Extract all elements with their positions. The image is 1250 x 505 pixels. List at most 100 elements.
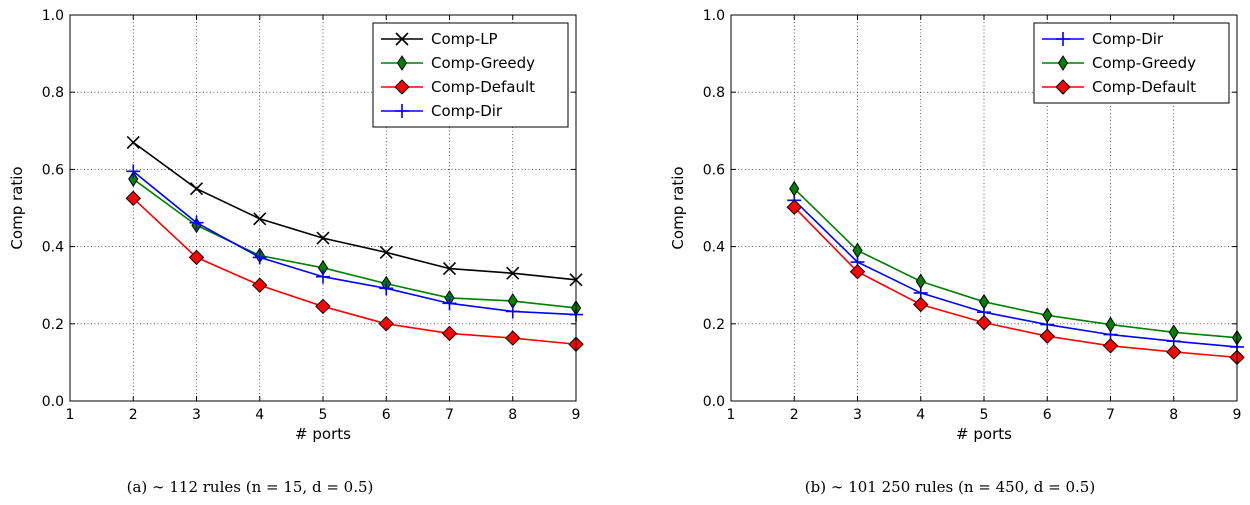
data-point <box>379 245 393 259</box>
data-point <box>505 304 520 319</box>
legend-label: Comp-Greedy <box>431 54 535 72</box>
data-point <box>915 273 926 290</box>
x-tick-label: 3 <box>853 407 862 423</box>
x-tick-label: 9 <box>572 407 581 423</box>
x-tick-label: 5 <box>980 407 989 423</box>
data-point <box>506 266 520 280</box>
data-point <box>1166 344 1182 360</box>
y-axis-label: Comp ratio <box>669 166 687 249</box>
series-line <box>793 206 1238 359</box>
data-point <box>441 325 458 342</box>
x-tick-label: 7 <box>1106 407 1115 423</box>
legend-entry: Comp-Default <box>1042 78 1196 96</box>
series-comp-default <box>125 190 584 352</box>
data-point <box>1102 338 1119 354</box>
series-comp-greedy <box>789 180 1243 346</box>
legend-label: Comp-Default <box>431 78 535 96</box>
legend-box <box>372 22 569 128</box>
legend-entry: Comp-Greedy <box>381 54 535 72</box>
legend-marker <box>1056 32 1070 46</box>
y-tick-label: 0.2 <box>703 317 725 333</box>
y-tick-label: 0.0 <box>42 394 64 410</box>
data-point <box>188 249 205 266</box>
y-tick-label: 1.0 <box>703 8 725 24</box>
data-point <box>1105 316 1116 333</box>
data-point <box>789 180 800 197</box>
figure-caption: (a) ∼ 112 rules (n = 15, d = 0.5) <box>127 478 374 496</box>
data-point <box>378 316 394 332</box>
x-tick-label: 9 <box>1233 407 1242 423</box>
series-line <box>132 178 577 309</box>
x-tick-label: 8 <box>1169 407 1178 423</box>
x-tick-label: 4 <box>916 407 925 423</box>
data-point <box>379 281 394 296</box>
chart-1: 1 2 3 4 5 6 7 8 9 0.0 0.2 0.4 0.6 0.8 1.0 # ports Comp r… <box>8 8 584 496</box>
legend-label: Comp-LP <box>431 30 498 48</box>
x-tick-label: 5 <box>319 407 328 423</box>
figure-caption: (b) ∼ 101 250 rules (n = 450, d = 0.5) <box>805 478 1095 496</box>
y-tick-label: 0.6 <box>703 162 725 178</box>
chart-2: 1 2 3 4 5 6 7 8 9 0.0 0.2 0.4 0.6 0.8 1.0 # ports Comp r… <box>669 8 1245 496</box>
x-tick-label: 2 <box>129 407 138 423</box>
legend-marker <box>394 79 410 95</box>
data-point <box>505 330 521 346</box>
data-point <box>442 262 457 276</box>
y-tick-label: 0.2 <box>42 317 64 333</box>
x-tick-label: 3 <box>192 407 201 423</box>
data-point <box>976 314 992 331</box>
series-line <box>793 199 1238 348</box>
y-tick-label: 0.6 <box>42 162 64 178</box>
legend-label: Comp-Dir <box>431 102 503 120</box>
data-point <box>786 199 802 215</box>
data-point <box>189 182 204 196</box>
x-tick-label: 1 <box>727 407 736 423</box>
legend-entry: Comp-LP <box>381 30 498 48</box>
y-tick-label: 0.4 <box>42 240 64 256</box>
y-tick-label: 0.8 <box>42 85 64 101</box>
x-tick-label: 4 <box>255 407 264 423</box>
data-point <box>253 212 267 226</box>
x-tick-label: 6 <box>382 407 391 423</box>
legend: Comp-Dir Comp-Greedy Comp-Default <box>1033 22 1230 104</box>
y-axis-label: Comp ratio <box>8 166 26 249</box>
series-line <box>793 188 1238 339</box>
data-point <box>315 298 331 315</box>
series-comp-greedy <box>128 171 582 316</box>
data-point <box>978 293 990 310</box>
data-point <box>1168 324 1179 341</box>
data-point <box>252 277 268 293</box>
series-line <box>132 197 577 346</box>
series-line <box>132 170 577 316</box>
legend-entry: Comp-Dir <box>381 102 503 120</box>
legend-entry: Comp-Greedy <box>1042 54 1196 72</box>
data-point <box>852 242 863 259</box>
legend-entry: Comp-Dir <box>1042 30 1164 48</box>
y-tick-label: 0.0 <box>703 394 725 410</box>
series-comp-default <box>786 199 1245 366</box>
legend-marker <box>1055 79 1071 95</box>
data-point <box>125 190 141 207</box>
series-comp-lp <box>126 135 583 287</box>
y-tick-label: 1.0 <box>42 8 64 24</box>
legend-label: Comp-Dir <box>1092 30 1164 48</box>
data-point <box>1042 307 1053 324</box>
legend-marker <box>396 55 408 71</box>
legend-label: Comp-Default <box>1092 78 1196 96</box>
y-tick-label: 0.8 <box>703 85 725 101</box>
data-point <box>1039 328 1055 344</box>
data-point <box>442 296 457 311</box>
x-tick-label: 2 <box>790 407 799 423</box>
x-axis-label: # ports <box>956 425 1012 443</box>
data-point <box>128 171 139 187</box>
legend: Comp-LP Comp-Greedy Comp-Default Comp-Dir <box>372 22 569 128</box>
data-point <box>316 231 330 245</box>
legend-marker <box>395 104 409 118</box>
data-point <box>252 250 267 265</box>
x-tick-label: 7 <box>445 407 454 423</box>
x-tick-label: 6 <box>1043 407 1052 423</box>
legend-label: Comp-Greedy <box>1092 54 1196 72</box>
data-point <box>189 215 204 230</box>
y-tick-label: 0.4 <box>703 240 725 256</box>
legend-marker <box>395 32 409 46</box>
